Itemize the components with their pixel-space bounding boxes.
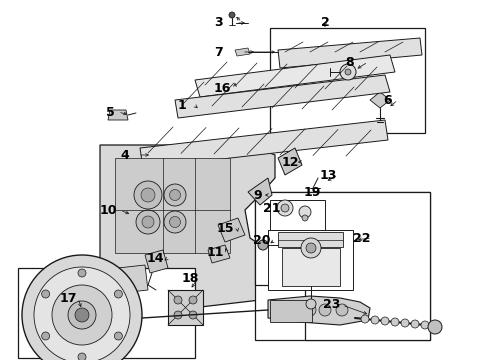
Circle shape [78, 353, 86, 360]
Circle shape [306, 243, 316, 253]
Circle shape [299, 206, 311, 218]
Circle shape [306, 299, 316, 309]
Text: 10: 10 [99, 203, 117, 216]
Circle shape [68, 301, 96, 329]
Polygon shape [248, 178, 272, 205]
Polygon shape [218, 218, 245, 242]
Text: 23: 23 [323, 298, 341, 311]
Bar [270, 28, 425, 133]
Bar [255, 192, 430, 340]
Polygon shape [145, 250, 168, 273]
Circle shape [174, 296, 182, 304]
Text: 4: 4 [121, 149, 129, 162]
Text: 15: 15 [216, 221, 234, 234]
Polygon shape [195, 55, 395, 97]
Circle shape [136, 210, 160, 234]
Text: 13: 13 [319, 168, 337, 181]
Polygon shape [278, 148, 302, 175]
Polygon shape [235, 48, 250, 56]
Polygon shape [370, 92, 390, 108]
Text: 16: 16 [213, 81, 231, 95]
Text: 22: 22 [353, 231, 371, 244]
Text: 5: 5 [106, 105, 114, 118]
Circle shape [42, 290, 49, 298]
Bar [270, 300, 312, 322]
Circle shape [170, 216, 180, 228]
Polygon shape [100, 265, 148, 295]
Circle shape [142, 216, 154, 228]
Circle shape [75, 308, 89, 322]
Text: 18: 18 [181, 271, 198, 284]
Circle shape [189, 311, 197, 319]
Polygon shape [140, 120, 388, 168]
Bar [168, 290, 203, 325]
Circle shape [371, 316, 379, 324]
Circle shape [42, 332, 49, 340]
Text: 19: 19 [303, 185, 320, 198]
Bar [270, 200, 325, 232]
Circle shape [411, 320, 419, 328]
Circle shape [134, 181, 162, 209]
Circle shape [174, 311, 182, 319]
Circle shape [381, 317, 389, 325]
Bar [278, 232, 343, 247]
Circle shape [52, 285, 112, 345]
Circle shape [336, 304, 348, 316]
Polygon shape [108, 110, 128, 120]
Circle shape [22, 255, 142, 360]
Circle shape [421, 321, 429, 329]
Circle shape [78, 269, 86, 277]
Text: 21: 21 [263, 202, 281, 215]
Bar [268, 230, 353, 290]
Circle shape [281, 204, 289, 212]
Circle shape [229, 12, 235, 18]
Text: 11: 11 [206, 246, 224, 258]
Text: 20: 20 [253, 234, 271, 247]
Circle shape [114, 290, 122, 298]
Circle shape [141, 188, 155, 202]
Circle shape [289, 304, 301, 316]
Bar [282, 248, 340, 286]
Bar [115, 158, 230, 253]
Text: 14: 14 [146, 252, 164, 265]
Text: 6: 6 [384, 94, 392, 107]
Polygon shape [268, 296, 370, 325]
Text: 12: 12 [281, 156, 299, 168]
Polygon shape [100, 145, 275, 310]
Circle shape [319, 304, 331, 316]
Polygon shape [175, 75, 390, 118]
Text: 8: 8 [345, 55, 354, 68]
Polygon shape [18, 268, 195, 358]
Circle shape [274, 304, 286, 316]
Circle shape [304, 304, 316, 316]
Circle shape [277, 200, 293, 216]
Circle shape [258, 240, 268, 250]
Circle shape [428, 320, 442, 334]
Text: 9: 9 [254, 189, 262, 202]
Text: 1: 1 [178, 99, 186, 112]
Circle shape [345, 69, 351, 75]
Circle shape [164, 184, 186, 206]
Circle shape [301, 238, 321, 258]
Circle shape [302, 215, 308, 221]
Text: 17: 17 [59, 292, 77, 305]
Circle shape [391, 318, 399, 326]
Text: 3: 3 [214, 15, 222, 28]
Circle shape [34, 267, 130, 360]
Circle shape [164, 211, 186, 233]
Circle shape [340, 64, 356, 80]
Polygon shape [278, 38, 422, 68]
Polygon shape [208, 245, 230, 263]
Circle shape [361, 315, 369, 323]
Polygon shape [255, 192, 430, 340]
Circle shape [170, 189, 180, 201]
Circle shape [114, 332, 122, 340]
Circle shape [401, 319, 409, 327]
Circle shape [189, 296, 197, 304]
Text: 2: 2 [320, 15, 329, 28]
Text: 7: 7 [214, 45, 222, 59]
